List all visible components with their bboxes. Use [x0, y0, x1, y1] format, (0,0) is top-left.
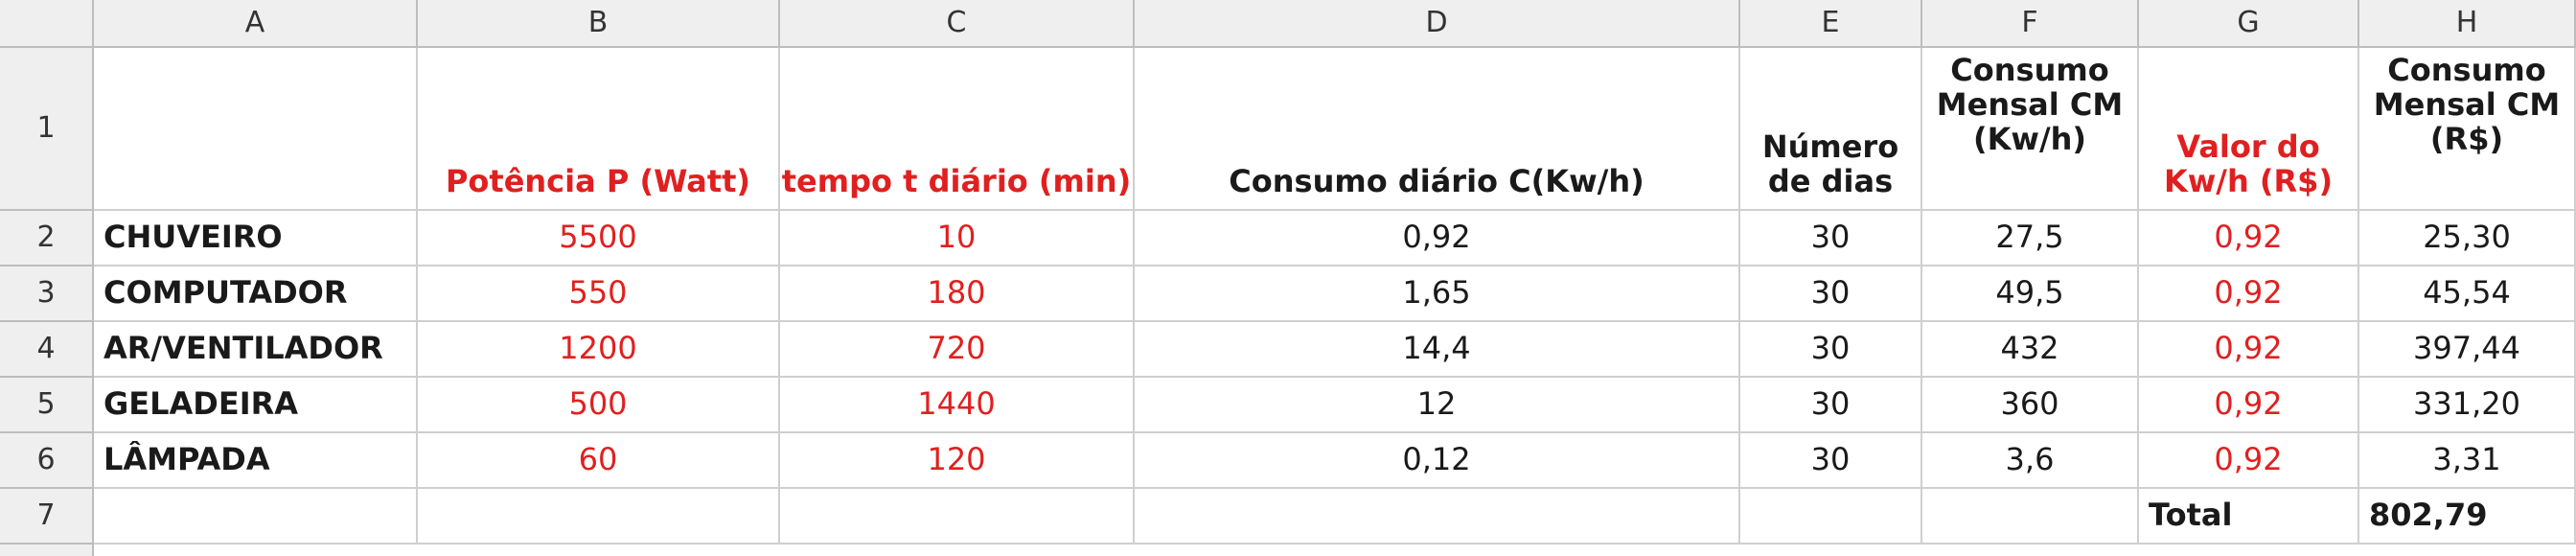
cell-g5-price[interactable]: 0,92 [2139, 378, 2359, 433]
column-header-a[interactable]: A [94, 0, 418, 48]
cell-c5-time[interactable]: 1440 [780, 378, 1135, 433]
cell-g1-price-header[interactable]: Valor do Kw/h (R$) [2139, 48, 2359, 211]
cell-b2-power[interactable]: 5500 [418, 211, 780, 266]
cell-c6-time[interactable]: 120 [780, 433, 1135, 489]
cell-h3-monthly-brl[interactable]: 45,54 [2359, 266, 2576, 322]
cell-f4-monthly-kwh[interactable]: 432 [1922, 322, 2139, 378]
cell-d4-daily[interactable]: 14,4 [1135, 322, 1740, 378]
cell-a4-device[interactable]: AR/VENTILADOR [94, 322, 418, 378]
column-header-b[interactable]: B [418, 0, 780, 48]
row-header-2[interactable]: 2 [0, 211, 94, 266]
cell-a6-device[interactable]: LÂMPADA [94, 433, 418, 489]
cell-f1-monthly-kwh-header[interactable]: Consumo Mensal CM (Kw/h) [1922, 48, 2139, 211]
cell-h6-monthly-brl[interactable]: 3,31 [2359, 433, 2576, 489]
column-header-f[interactable]: F [1922, 0, 2139, 48]
row-header-5[interactable]: 5 [0, 378, 94, 433]
cell-d3-daily[interactable]: 1,65 [1135, 266, 1740, 322]
cell-a2-device[interactable]: CHUVEIRO [94, 211, 418, 266]
cell-g3-price[interactable]: 0,92 [2139, 266, 2359, 322]
cell-a1[interactable] [94, 48, 418, 211]
cell-g6-price[interactable]: 0,92 [2139, 433, 2359, 489]
cell-g4-price[interactable]: 0,92 [2139, 322, 2359, 378]
cell-c3-time[interactable]: 180 [780, 266, 1135, 322]
cell-e5-days[interactable]: 30 [1740, 378, 1922, 433]
cell-d2-daily[interactable]: 0,92 [1135, 211, 1740, 266]
column-header-g[interactable]: G [2139, 0, 2359, 48]
cell-c2-time[interactable]: 10 [780, 211, 1135, 266]
column-header-h[interactable]: H [2359, 0, 2576, 48]
cell-f2-monthly-kwh[interactable]: 27,5 [1922, 211, 2139, 266]
cell-d5-daily[interactable]: 12 [1135, 378, 1740, 433]
cell-a5-device[interactable]: GELADEIRA [94, 378, 418, 433]
cell-c7[interactable] [780, 489, 1135, 544]
cell-b4-power[interactable]: 1200 [418, 322, 780, 378]
cell-b3-power[interactable]: 550 [418, 266, 780, 322]
select-all-corner[interactable] [0, 0, 94, 48]
cell-h7-total-value[interactable]: 802,79 [2359, 489, 2576, 544]
cell-e3-days[interactable]: 30 [1740, 266, 1922, 322]
cell-f7[interactable] [1922, 489, 2139, 544]
cell-g7-total-label[interactable]: Total [2139, 489, 2359, 544]
cell-c4-time[interactable]: 720 [780, 322, 1135, 378]
cell-e7[interactable] [1740, 489, 1922, 544]
cell-e2-days[interactable]: 30 [1740, 211, 1922, 266]
cell-f5-monthly-kwh[interactable]: 360 [1922, 378, 2139, 433]
cell-c1-time-header[interactable]: tempo t diário (min) [780, 48, 1135, 211]
cell-d6-daily[interactable]: 0,12 [1135, 433, 1740, 489]
cell-b6-power[interactable]: 60 [418, 433, 780, 489]
cell-b5-power[interactable]: 500 [418, 378, 780, 433]
cell-e1-days-header[interactable]: Número de dias [1740, 48, 1922, 211]
cell-h4-monthly-brl[interactable]: 397,44 [2359, 322, 2576, 378]
cell-a3-device[interactable]: COMPUTADOR [94, 266, 418, 322]
column-header-e[interactable]: E [1740, 0, 1922, 48]
cell-h1-monthly-brl-header[interactable]: Consumo Mensal CM (R$) [2359, 48, 2576, 211]
row-header-4[interactable]: 4 [0, 322, 94, 378]
row-header-3[interactable]: 3 [0, 266, 94, 322]
cell-e6-days[interactable]: 30 [1740, 433, 1922, 489]
row-header-6[interactable]: 6 [0, 433, 94, 489]
cell-b1-power-header[interactable]: Potência P (Watt) [418, 48, 780, 211]
row-header-7[interactable]: 7 [0, 489, 94, 544]
column-header-c[interactable]: C [780, 0, 1135, 48]
cell-d7[interactable] [1135, 489, 1740, 544]
cell-a7[interactable] [94, 489, 418, 544]
cell-d1-daily-consumption-header[interactable]: Consumo diário C(Kw/h) [1135, 48, 1740, 211]
cell-h5-monthly-brl[interactable]: 331,20 [2359, 378, 2576, 433]
row-header-partial [0, 544, 94, 556]
cell-b7[interactable] [418, 489, 780, 544]
cell-g2-price[interactable]: 0,92 [2139, 211, 2359, 266]
row-header-1[interactable]: 1 [0, 48, 94, 211]
cell-h2-monthly-brl[interactable]: 25,30 [2359, 211, 2576, 266]
cell-f3-monthly-kwh[interactable]: 49,5 [1922, 266, 2139, 322]
cell-f6-monthly-kwh[interactable]: 3,6 [1922, 433, 2139, 489]
column-header-d[interactable]: D [1135, 0, 1740, 48]
partial-row-strip [94, 544, 2576, 556]
cell-e4-days[interactable]: 30 [1740, 322, 1922, 378]
